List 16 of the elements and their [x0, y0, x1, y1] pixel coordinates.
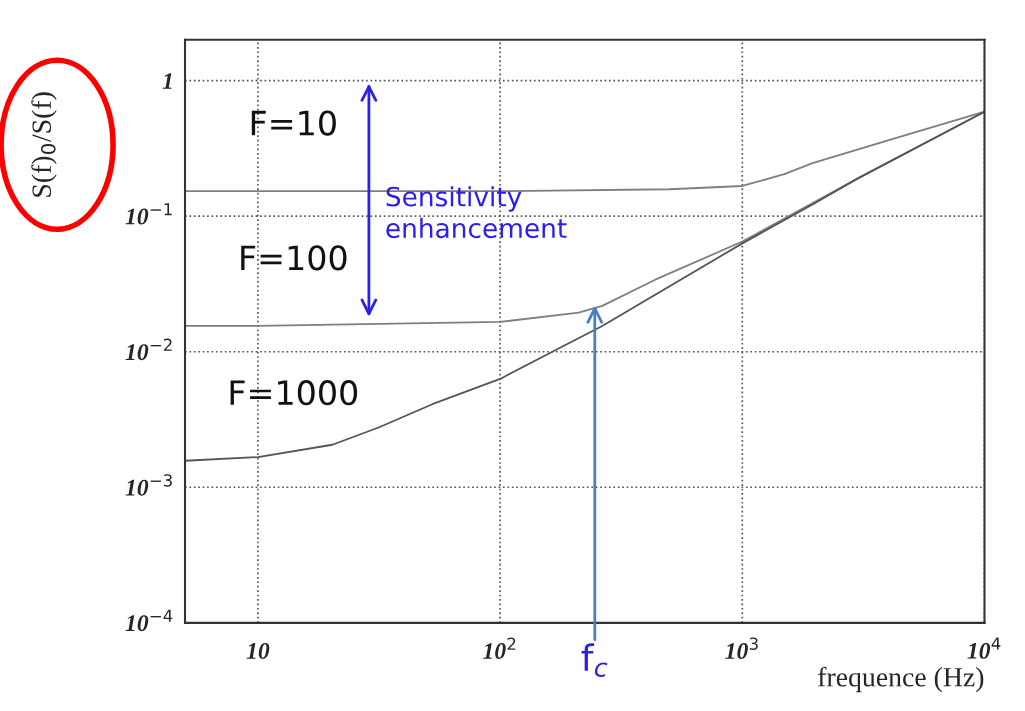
annotation: f$_{c}$	[581, 643, 608, 677]
series-label: F=1000	[230, 380, 358, 406]
y-tick-label: 10$^{−2}$	[125, 338, 172, 361]
annotation: Sensitivity enhancement	[386, 186, 567, 239]
y-tick-label: 10$^{−4}$	[125, 609, 173, 632]
x-tick-label: 10$^{4}$	[967, 637, 1001, 659]
x-tick-label: 10$^{2}$	[483, 637, 516, 660]
y-tick-label: 10$^{−1}$	[125, 203, 172, 225]
y-tick-label: 1	[162, 73, 172, 89]
series-label: F=10	[251, 110, 336, 136]
y-tick-label: 10$^{−3}$	[125, 474, 172, 496]
x-tick-label: 10$^{3}$	[725, 637, 758, 660]
x-tick-label: 10	[246, 642, 270, 659]
series-label: F=100	[241, 245, 347, 271]
y-axis-title: S(f)$_{0}$/S(f)	[31, 92, 57, 197]
x-axis-title: frequence (Hz)	[818, 666, 984, 693]
